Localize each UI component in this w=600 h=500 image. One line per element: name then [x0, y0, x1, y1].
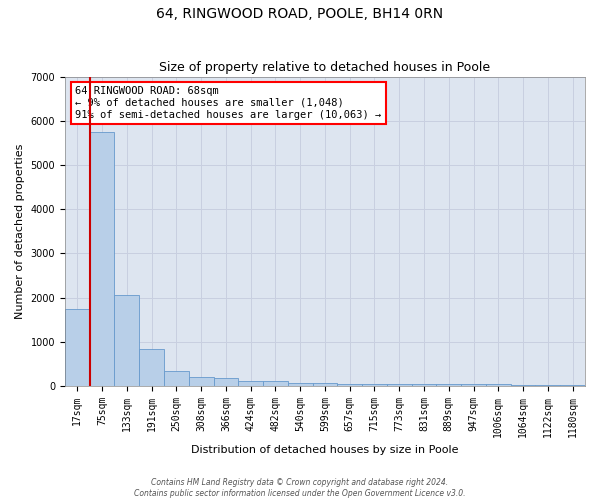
Bar [288, 383, 313, 386]
Bar [65, 308, 89, 386]
Text: 64, RINGWOOD ROAD, POOLE, BH14 0RN: 64, RINGWOOD ROAD, POOLE, BH14 0RN [157, 8, 443, 22]
Bar [238, 381, 263, 386]
Bar [387, 384, 412, 386]
Title: Size of property relative to detached houses in Poole: Size of property relative to detached ho… [160, 62, 491, 74]
Bar [461, 384, 486, 386]
Bar [189, 376, 214, 386]
Bar [313, 384, 337, 386]
Bar [560, 384, 585, 386]
Bar [115, 296, 139, 386]
Bar [436, 384, 461, 386]
Bar [412, 384, 436, 386]
Text: 64 RINGWOOD ROAD: 68sqm
← 9% of detached houses are smaller (1,048)
91% of semi-: 64 RINGWOOD ROAD: 68sqm ← 9% of detached… [76, 86, 382, 120]
Bar [164, 371, 189, 386]
Y-axis label: Number of detached properties: Number of detached properties [15, 144, 25, 319]
Bar [511, 384, 535, 386]
Bar [486, 384, 511, 386]
Bar [337, 384, 362, 386]
Bar [535, 384, 560, 386]
Bar [139, 349, 164, 386]
Bar [214, 378, 238, 386]
Bar [89, 132, 115, 386]
Bar [263, 382, 288, 386]
Bar [362, 384, 387, 386]
Text: Contains HM Land Registry data © Crown copyright and database right 2024.
Contai: Contains HM Land Registry data © Crown c… [134, 478, 466, 498]
X-axis label: Distribution of detached houses by size in Poole: Distribution of detached houses by size … [191, 445, 459, 455]
